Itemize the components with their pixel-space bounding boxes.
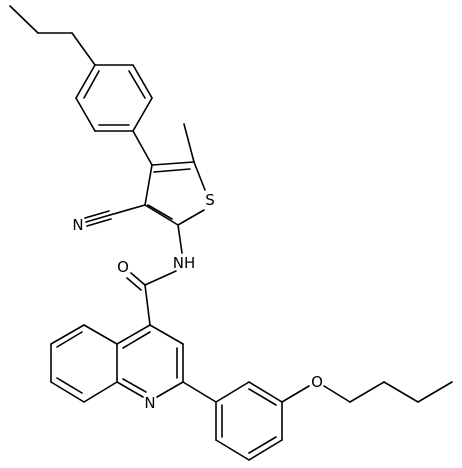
atom-label: O: [311, 373, 323, 391]
atom-label: NH: [173, 254, 196, 272]
atom-label: N: [144, 394, 155, 412]
atom-label: N: [72, 216, 83, 234]
atom-label: S: [205, 191, 215, 209]
atom-labels: S N NH O N O: [72, 191, 323, 412]
bonds: [9, 5, 453, 461]
atom-label: O: [117, 258, 129, 276]
